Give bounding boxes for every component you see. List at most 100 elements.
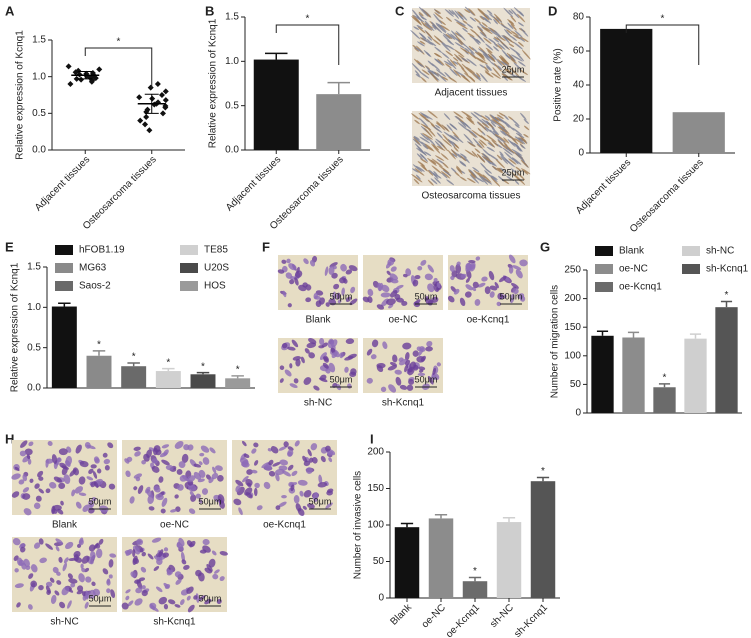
cell (254, 460, 259, 466)
cell (132, 549, 136, 558)
cell (499, 167, 506, 173)
cell (455, 35, 464, 45)
cell (411, 113, 420, 120)
cell (490, 121, 496, 127)
cell (204, 567, 212, 574)
cell (476, 153, 486, 163)
cell (95, 543, 101, 549)
legend-label: oe-Kcnq1 (619, 282, 662, 293)
cell (178, 461, 186, 468)
cell (140, 566, 147, 573)
cell (416, 355, 425, 363)
cell (366, 377, 373, 384)
cell (420, 164, 428, 172)
cell (511, 157, 522, 165)
cell (430, 178, 438, 185)
cell (339, 277, 346, 284)
cell (134, 598, 143, 606)
cell (30, 580, 38, 588)
cell (20, 546, 26, 553)
cell (436, 145, 446, 151)
cell (421, 69, 430, 76)
cell (498, 112, 506, 117)
cell (286, 258, 291, 264)
cell (481, 22, 488, 28)
cell (287, 303, 292, 308)
cell (11, 473, 21, 480)
cell (442, 138, 452, 147)
cell (515, 152, 526, 163)
cell (193, 595, 198, 600)
cell (484, 27, 491, 32)
cell (18, 479, 25, 485)
cell (465, 277, 470, 283)
cell (91, 581, 96, 587)
cell (440, 24, 450, 32)
micrograph: 50μm (363, 338, 443, 393)
cell (433, 171, 438, 176)
data-point (65, 63, 72, 70)
cell (174, 571, 182, 578)
cell (476, 76, 482, 82)
cell (436, 282, 441, 289)
scale-label: 50μm (89, 496, 112, 506)
cell (22, 487, 30, 493)
cell (84, 567, 90, 573)
cell (414, 143, 424, 153)
bar (155, 371, 181, 388)
cell (436, 72, 447, 82)
cell (447, 295, 455, 303)
cell (219, 576, 225, 582)
cell (72, 467, 80, 476)
cell (295, 358, 301, 367)
cell (489, 291, 495, 298)
cell (367, 288, 374, 297)
cell (437, 58, 445, 66)
cell (500, 155, 509, 165)
cell (493, 18, 498, 25)
cell (411, 173, 423, 183)
cell (349, 298, 358, 306)
y-tick-label: 1.0 (32, 71, 46, 82)
cell (412, 168, 420, 173)
y-tick-label: 50 (373, 556, 385, 567)
cell (447, 59, 457, 70)
cell (53, 476, 62, 483)
cell (176, 468, 183, 475)
panel-letter: G (540, 239, 550, 254)
bar (462, 581, 488, 598)
error-bar (327, 81, 350, 95)
cell (333, 283, 340, 290)
cell (322, 362, 329, 369)
significance-bracket (275, 24, 340, 65)
cell (287, 449, 294, 457)
cell (460, 155, 467, 162)
cell (340, 263, 347, 272)
cell (459, 161, 467, 167)
legend-label: MG63 (79, 263, 107, 274)
cell (246, 469, 253, 475)
micrograph: 25μm (411, 110, 531, 187)
cell (516, 147, 522, 152)
legend-swatch (55, 281, 73, 291)
y-axis-label: Relative expression of Kcnq1 (208, 18, 219, 148)
cell (433, 13, 443, 25)
micrograph: 50μm (12, 537, 117, 612)
cell (134, 451, 141, 457)
cell (302, 505, 307, 510)
cell (477, 127, 483, 133)
cell (382, 341, 388, 350)
panel-letter: A (5, 3, 15, 18)
cell (459, 47, 470, 54)
cell (413, 137, 420, 145)
cell (108, 559, 114, 568)
cell (201, 488, 209, 495)
y-tick-label: 150 (367, 483, 384, 494)
legend-swatch (595, 282, 613, 292)
error-bar (58, 302, 71, 307)
cell (449, 67, 458, 77)
cell (492, 130, 498, 135)
cell (477, 121, 487, 131)
cell (520, 144, 526, 149)
